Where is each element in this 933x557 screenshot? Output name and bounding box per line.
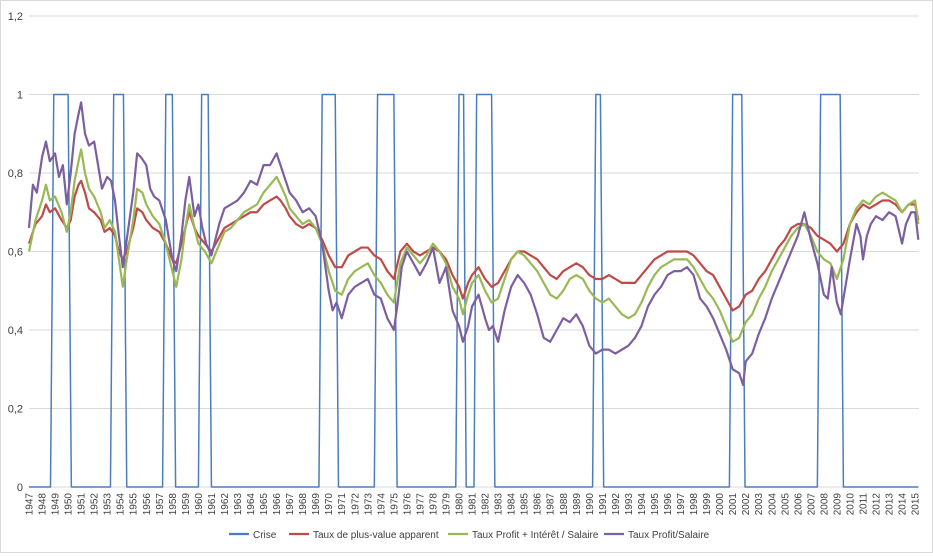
x-tick-label: 1972	[350, 493, 361, 516]
x-tick-label: 2000	[715, 493, 726, 516]
legend-label: Taux Profit + Intérêt / Salaire	[472, 530, 599, 541]
x-tick-label: 1977	[415, 493, 426, 516]
x-tick-label: 1957	[155, 493, 166, 516]
x-tick-label: 1970	[324, 493, 335, 516]
y-tick-label: 0	[17, 482, 23, 494]
x-tick-label: 1987	[546, 493, 557, 516]
x-tick-label: 1949	[51, 493, 62, 516]
x-tick-label: 1996	[663, 493, 674, 516]
y-axis-labels: 0 0,2 0,4 0,6 0,8 1 1,2	[8, 11, 23, 494]
x-tick-label: 1989	[572, 493, 583, 516]
x-tick-label: 1961	[207, 493, 218, 516]
x-tick-label: 1990	[585, 493, 596, 516]
y-tick-label: 1,2	[8, 11, 23, 23]
x-tick-label: 1984	[507, 493, 518, 516]
x-tick-label: 1992	[611, 493, 622, 516]
x-tick-label: 2011	[858, 493, 869, 515]
legend: Crise Taux de plus-value apparent Taux Pro…	[229, 530, 710, 541]
x-tick-label: 1991	[598, 493, 609, 516]
x-tick-label: 1980	[455, 493, 466, 516]
x-tick-label: 1973	[363, 493, 374, 516]
x-tick-label: 1958	[168, 493, 179, 516]
x-tick-label: 1975	[389, 493, 400, 516]
x-tick-label: 1956	[142, 493, 153, 516]
x-tick-label: 2013	[885, 493, 896, 516]
series-line-1	[29, 93, 919, 488]
x-tick-label: 1947	[25, 493, 36, 516]
x-tick-label: 1982	[481, 493, 492, 516]
x-tick-label: 1999	[702, 493, 713, 516]
x-tick-label: 1967	[285, 493, 296, 516]
x-tick-label: 1952	[90, 493, 101, 516]
x-tick-label: 1953	[103, 493, 114, 516]
x-tick-label: 2008	[819, 493, 830, 516]
x-tick-label: 1951	[77, 493, 88, 516]
x-tick-label: 2006	[793, 493, 804, 516]
x-tick-label: 1993	[624, 493, 635, 516]
x-tick-label: 1965	[259, 493, 270, 516]
x-tick-label: 1968	[298, 493, 309, 516]
x-tick-label: 1981	[468, 493, 479, 516]
x-tick-label: 2015	[911, 493, 922, 516]
legend-label: Taux de plus-value apparent	[313, 530, 439, 541]
x-tick-label: 1950	[64, 493, 75, 516]
x-tick-label: 1969	[311, 493, 322, 516]
x-tick-label: 2012	[871, 493, 882, 516]
y-tick-label: 0,6	[8, 247, 23, 259]
x-tick-label: 2007	[806, 493, 817, 516]
x-axis-labels: 1947 1948 1949 1950 1951 1952 1953 1954 1955 1956…	[25, 493, 922, 516]
x-tick-label: 1983	[494, 493, 505, 516]
x-tick-label: 2010	[845, 493, 856, 516]
x-tick-label: 2001	[728, 493, 739, 516]
series-line-3	[27, 148, 920, 343]
x-tick-label: 1964	[246, 493, 257, 516]
x-tick-label: 1971	[337, 493, 348, 516]
x-tick-label: 1985	[520, 493, 531, 516]
x-tick-label: 1995	[650, 493, 661, 516]
y-tick-label: 0,2	[8, 404, 23, 416]
x-tick-label: 1979	[441, 493, 452, 516]
x-tick-label: 1948	[38, 493, 49, 516]
y-tick-label: 0,4	[8, 325, 23, 337]
x-tick-label: 1988	[559, 493, 570, 516]
x-tick-label: 2014	[898, 493, 909, 516]
x-tick-label: 2004	[767, 493, 778, 516]
series-line-2	[27, 179, 920, 312]
x-tick-label: 1959	[181, 493, 192, 516]
x-tick-label: 2003	[754, 493, 765, 516]
y-tick-label: 0,8	[8, 168, 23, 180]
x-tick-label: 1960	[194, 493, 205, 516]
gridlines	[29, 15, 919, 488]
x-tick-label: 2009	[832, 493, 843, 516]
x-tick-label: 1986	[533, 493, 544, 516]
y-tick-label: 1	[17, 90, 23, 102]
x-tick-label: 1954	[116, 493, 127, 516]
x-tick-label: 1976	[402, 493, 413, 516]
series-line-4	[27, 101, 920, 387]
x-tick-label: 1963	[233, 493, 244, 516]
series-lines	[27, 93, 920, 488]
x-tick-label: 1998	[689, 493, 700, 516]
x-tick-label: 1966	[272, 493, 283, 516]
legend-label: Crise	[253, 530, 277, 541]
x-tick-label: 1978	[428, 493, 439, 516]
x-tick-label: 1962	[220, 493, 231, 516]
legend-label: Taux Profit/Salaire	[628, 530, 710, 541]
x-tick-label: 1994	[637, 493, 648, 516]
x-tick-label: 1974	[376, 493, 387, 516]
x-tick-label: 1997	[676, 493, 687, 516]
x-tick-label: 1955	[129, 493, 140, 516]
x-tick-label: 2002	[741, 493, 752, 516]
x-tick-label: 2005	[780, 493, 791, 516]
